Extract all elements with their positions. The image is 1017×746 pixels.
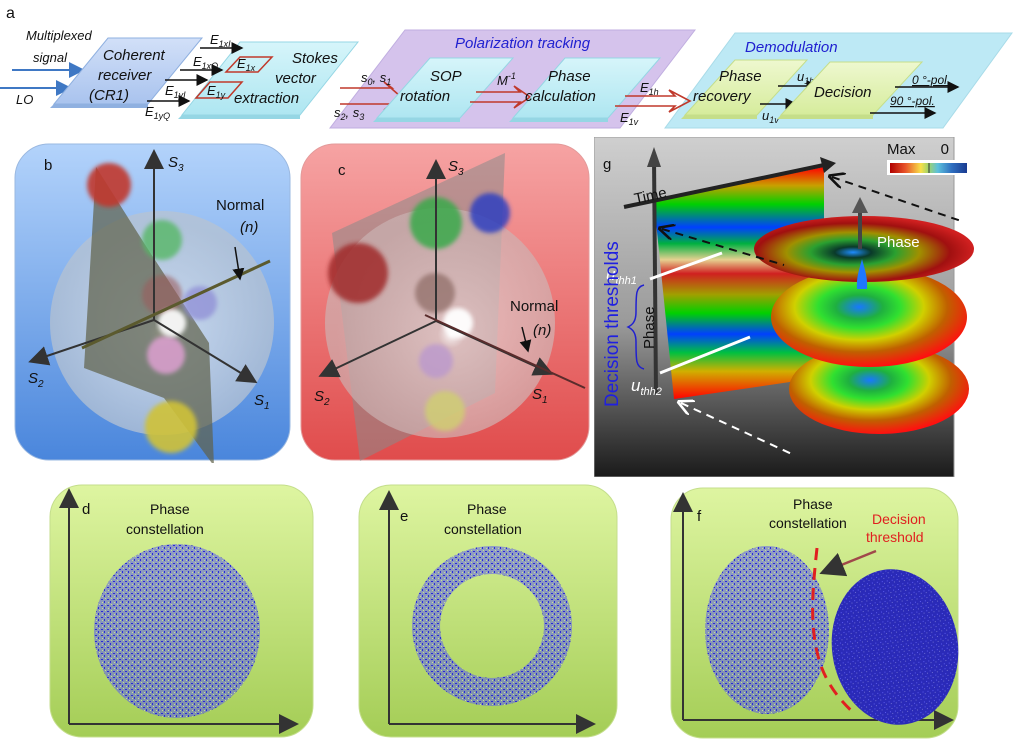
- panel-c-label: c: [338, 162, 346, 179]
- threshold-uthh1: uthh1: [606, 265, 637, 287]
- phase-time-stripe-plane: [654, 167, 824, 399]
- panel-f-label: f: [697, 508, 702, 525]
- panel-e-title-2: constellation: [444, 521, 522, 537]
- block-coherent-receiver-line3: (CR1): [89, 87, 129, 104]
- panel-g-label: g: [603, 156, 611, 173]
- block-phase-recovery-line1: Phase: [719, 68, 762, 85]
- panel-d-title-2: constellation: [126, 521, 204, 537]
- group-demodulation-label: Demodulation: [745, 39, 838, 56]
- panel-e: e Phase constellation: [358, 484, 618, 738]
- decision-threshold-pointer: [819, 549, 877, 577]
- panel-e-title-1: Phase: [467, 501, 507, 517]
- decision-threshold-label-1: Decision: [872, 511, 926, 527]
- constellation-ring: [412, 546, 572, 706]
- label-e1xq: E1xQ: [193, 54, 218, 71]
- normal-n-label: (n): [240, 219, 258, 236]
- block-stokes-line2: vector: [275, 70, 317, 87]
- constellation-cluster-left: [705, 546, 829, 714]
- panel-b-poincare-sphere: b S3 S2 S1 Normal (n): [14, 143, 291, 463]
- sop-to-phase-arrow: [470, 85, 532, 109]
- label-e1x: E1x: [237, 56, 256, 73]
- threshold-uthh2: uthh2: [631, 376, 662, 398]
- axis-s1: S1: [254, 392, 270, 412]
- panel-d-label: d: [82, 501, 90, 518]
- panel-c-poincare-sphere: c S3 S2 S1 Normal (n): [300, 143, 590, 461]
- phase-disc-2: [771, 267, 967, 367]
- group-polarization-tracking-label: Polarization tracking: [455, 35, 591, 52]
- block-phase-calc-line2: calculation: [525, 88, 596, 105]
- output-90-pol: 90 °-pol.: [890, 94, 935, 108]
- label-u1v: u1v: [762, 108, 779, 125]
- colorbar-min-label: 0: [941, 141, 949, 158]
- panel-f-title-2: constellation: [769, 515, 847, 531]
- panel-d: d Phase constellation: [49, 484, 314, 738]
- input-signal-label-2: signal: [33, 50, 68, 65]
- output-0-pol: 0 °-pol.: [912, 73, 950, 87]
- label-e1yi: E1yI: [165, 83, 186, 100]
- label-s0-s1: s0, s1: [361, 70, 391, 87]
- axis-s3: S3: [168, 154, 184, 174]
- label-e1y: E1y: [207, 83, 226, 100]
- block-coherent-receiver-line2: receiver: [98, 67, 152, 84]
- label-e1yq: E1yQ: [145, 104, 170, 121]
- e1y-marker: [194, 81, 244, 99]
- panel-f-title-1: Phase: [793, 496, 833, 512]
- panel-a-block-diagram: a Multiplexed signal LO Polarization tra…: [0, 5, 1013, 129]
- panel-d-title-1: Phase: [150, 501, 190, 517]
- label-e1h: E1h: [640, 80, 659, 97]
- panels-def-constellations: d Phase constellation e Phase constellat…: [49, 484, 959, 739]
- block-decision-label: Decision: [814, 84, 872, 101]
- label-e1v: E1v: [620, 110, 639, 127]
- normal-label: Normal: [216, 197, 264, 214]
- panel-g-phase-distribution: Phase Time uthh1 uthh2 Phase Decision th…: [594, 137, 974, 477]
- phase-arrow-label: Phase: [877, 234, 920, 251]
- time-axis-label: Time: [633, 184, 669, 207]
- block-phase-recovery-line2: recovery: [693, 88, 752, 105]
- block-sop-line1: SOP: [430, 68, 462, 85]
- phase-to-recovery-arrow: [615, 89, 692, 113]
- axis-s2: S2: [28, 370, 44, 390]
- block-coherent-receiver-line1: Coherent: [103, 47, 166, 64]
- block-stokes-line3: extraction: [234, 90, 299, 107]
- panel-b-label: b: [44, 157, 52, 174]
- block-stokes-line1: Stokes: [292, 50, 338, 67]
- label-u1h: u1h: [797, 69, 814, 86]
- decision-threshold-label-2: threshold: [866, 529, 924, 545]
- label-e1xi: E1xI: [210, 32, 231, 49]
- phase-range-brace: [626, 284, 645, 370]
- phase-disc-1: [754, 216, 974, 282]
- phase-disc-3: [789, 344, 969, 434]
- decision-thresholds-label: Decision thresholds: [602, 241, 623, 407]
- decision-threshold-line: [811, 547, 856, 716]
- panel-f: f Phase constellation Decision threshold: [670, 487, 959, 739]
- axis-s1: S1: [532, 386, 548, 406]
- panel-e-label: e: [400, 508, 408, 525]
- time-axis: [623, 163, 825, 209]
- e1x-marker: [224, 56, 274, 73]
- phase-axis-label: Phase: [641, 306, 658, 349]
- constellation-cluster-right: [831, 569, 959, 725]
- axis-s3: S3: [448, 158, 464, 178]
- input-signal-label: Multiplexed: [26, 28, 93, 43]
- label-s2-s3: s2, s3: [334, 105, 364, 122]
- axis-s2: S2: [314, 388, 330, 408]
- normal-label: Normal: [510, 298, 558, 315]
- block-sop-line2: rotation: [400, 88, 450, 105]
- normal-n-label: (n): [533, 322, 551, 339]
- panel-a-label: a: [6, 5, 15, 22]
- constellation-disc: [94, 544, 260, 718]
- input-lo-label: LO: [16, 92, 33, 107]
- colorbar-max-label: Max: [887, 141, 916, 158]
- block-phase-calc-line1: Phase: [548, 68, 591, 85]
- label-m-inverse: M-1: [497, 71, 516, 88]
